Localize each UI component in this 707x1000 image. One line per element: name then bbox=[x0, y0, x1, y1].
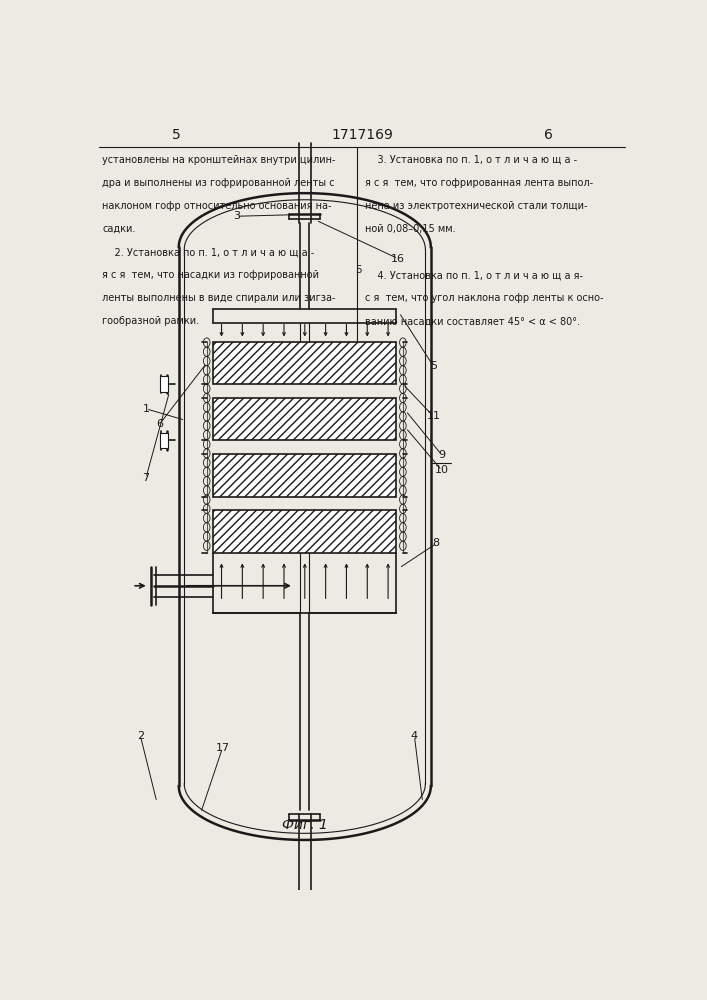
Text: 6: 6 bbox=[156, 419, 163, 429]
Text: 9: 9 bbox=[438, 450, 445, 460]
Text: 16: 16 bbox=[391, 254, 405, 264]
Text: нена из электротехнической стали толщи-: нена из электротехнической стали толщи- bbox=[365, 201, 588, 211]
Text: 10: 10 bbox=[435, 465, 449, 475]
Text: 1717169: 1717169 bbox=[332, 128, 393, 142]
Text: ной 0,08–0,15 мм.: ной 0,08–0,15 мм. bbox=[365, 224, 456, 234]
Text: 8: 8 bbox=[433, 538, 440, 548]
Text: дра и выполнены из гофрированной ленты с: дра и выполнены из гофрированной ленты с bbox=[102, 178, 334, 188]
Bar bbox=[214, 398, 397, 440]
Text: я с я  тем, что гофрированная лента выпол-: я с я тем, что гофрированная лента выпол… bbox=[365, 178, 593, 188]
Text: 1: 1 bbox=[142, 404, 149, 414]
Text: 4: 4 bbox=[411, 731, 418, 741]
Text: 7: 7 bbox=[142, 473, 149, 483]
Bar bbox=[160, 376, 168, 392]
Bar bbox=[160, 433, 168, 448]
Text: 3. Установка по п. 1, о т л и ч а ю щ а -: 3. Установка по п. 1, о т л и ч а ю щ а … bbox=[365, 155, 577, 165]
Text: 2: 2 bbox=[137, 731, 144, 741]
Text: гообразной рамки.: гообразной рамки. bbox=[102, 316, 199, 326]
Text: Фиг. 1: Фиг. 1 bbox=[282, 818, 328, 832]
Bar bbox=[214, 342, 397, 384]
Bar bbox=[214, 510, 397, 553]
Text: 2. Установка по п. 1, о т л и ч а ю щ а -: 2. Установка по п. 1, о т л и ч а ю щ а … bbox=[102, 247, 315, 257]
Text: 5: 5 bbox=[430, 361, 437, 371]
Text: 3: 3 bbox=[233, 211, 240, 221]
Text: 5: 5 bbox=[355, 265, 362, 275]
Text: 17: 17 bbox=[216, 743, 230, 753]
Text: 5: 5 bbox=[172, 128, 180, 142]
Text: 4. Установка по п. 1, о т л и ч а ю щ а я-: 4. Установка по п. 1, о т л и ч а ю щ а … bbox=[365, 270, 583, 280]
Text: садки.: садки. bbox=[102, 224, 136, 234]
Text: с я  тем, что угол наклона гофр ленты к осно-: с я тем, что угол наклона гофр ленты к о… bbox=[365, 293, 604, 303]
Text: ванию насадки составляет 45° < α < 80°.: ванию насадки составляет 45° < α < 80°. bbox=[365, 316, 580, 326]
Text: ленты выполнены в виде спирали или зигза-: ленты выполнены в виде спирали или зигза… bbox=[102, 293, 336, 303]
Text: 11: 11 bbox=[426, 411, 440, 421]
Text: наклоном гофр относительно основания на-: наклоном гофр относительно основания на- bbox=[102, 201, 332, 211]
Text: 6: 6 bbox=[544, 128, 553, 142]
Bar bbox=[214, 454, 397, 497]
Text: я с я  тем, что насадки из гофрированной: я с я тем, что насадки из гофрированной bbox=[102, 270, 319, 280]
Text: установлены на кронштейнах внутри цилин-: установлены на кронштейнах внутри цилин- bbox=[102, 155, 336, 165]
